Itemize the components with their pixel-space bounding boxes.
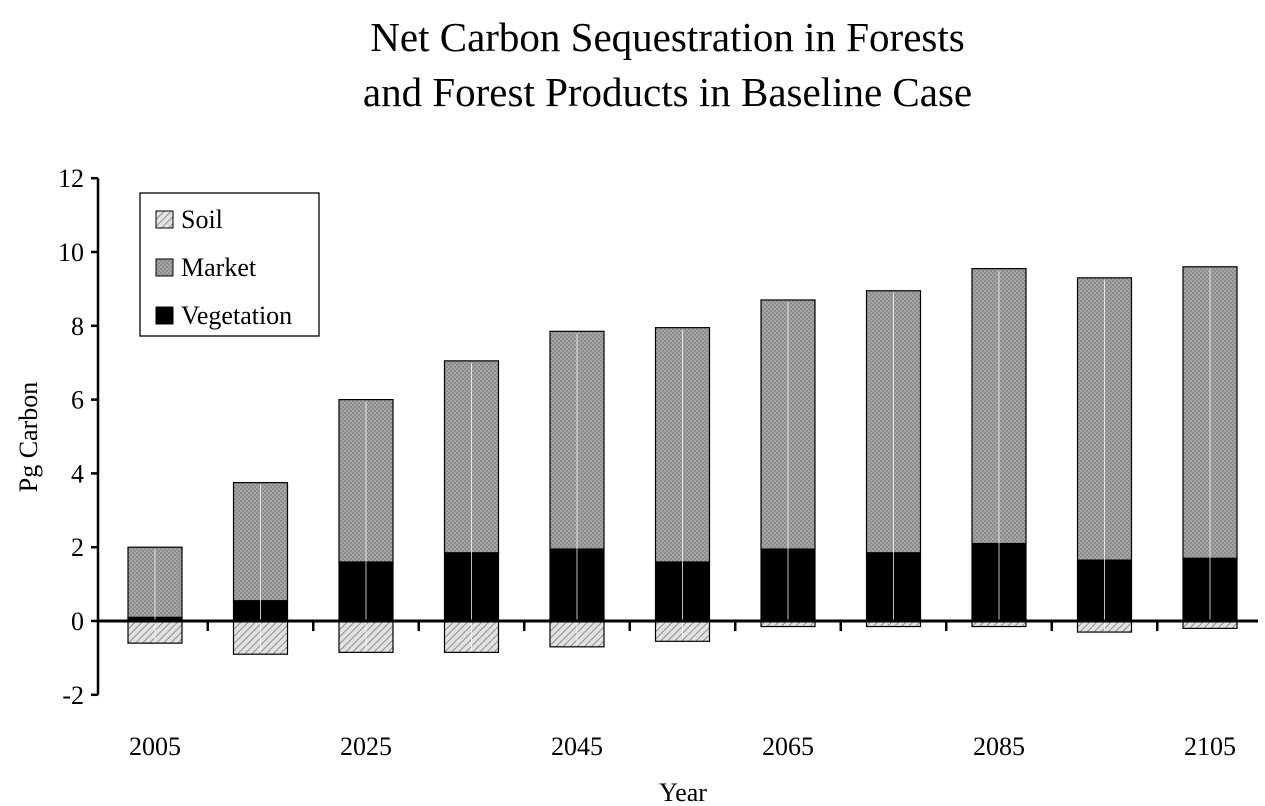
y-tick-label: 12: [58, 164, 84, 193]
chart-title: Net Carbon Sequestration in Forests and …: [0, 10, 1265, 120]
y-tick-label: 10: [58, 238, 84, 267]
chart-title-line-1: Net Carbon Sequestration in Forests: [370, 14, 965, 60]
y-tick-label: 0: [71, 607, 84, 636]
y-axis-title: Pg Carbon: [14, 382, 43, 493]
x-tick-label: 2045: [551, 732, 603, 761]
legend-swatch-market: [155, 258, 174, 277]
legend-label-vegetation: Vegetation: [181, 301, 292, 330]
x-axis-title: Year: [659, 778, 707, 806]
legend-swatch-vegetation: [155, 306, 174, 325]
x-tick-label: 2065: [762, 732, 814, 761]
x-tick-label: 2025: [340, 732, 392, 761]
x-tick-label: 2005: [129, 732, 181, 761]
chart-title-line-2: and Forest Products in Baseline Case: [362, 69, 973, 115]
y-tick-label: 6: [71, 386, 84, 415]
x-tick-label: 2085: [973, 732, 1025, 761]
legend: Soil Market Vegetation: [139, 192, 320, 337]
legend-label-market: Market: [181, 253, 257, 282]
y-tick-label: 2: [71, 533, 84, 562]
bars-layer: [127, 266, 1238, 655]
x-tick-label: 2105: [1184, 732, 1236, 761]
y-tick-label: 8: [71, 312, 84, 341]
axes-layer: -2 0 2 4 6 8 10 12 2005 2025 2045 2065 2085 2105: [58, 164, 1258, 761]
legend-swatch-soil: [155, 210, 174, 229]
y-tick-label: -2: [62, 681, 84, 710]
y-tick-label: 4: [71, 459, 84, 488]
legend-label-soil: Soil: [181, 205, 223, 234]
